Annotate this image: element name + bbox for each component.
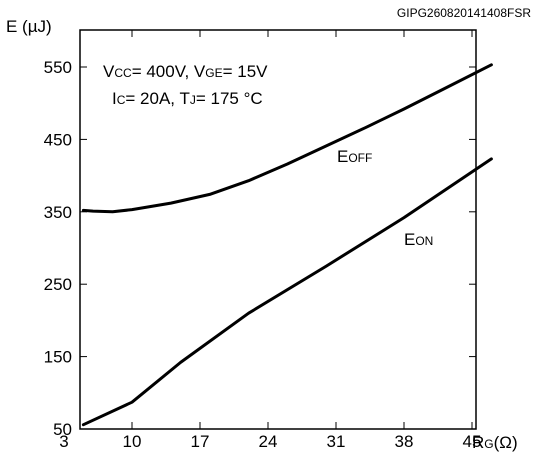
series-lines (81, 63, 493, 427)
series-label-eon-main: E (404, 230, 415, 249)
y-tick-label: 50 (53, 420, 72, 439)
condition-text: = 175 °C (196, 89, 263, 108)
plot-frame (79, 29, 477, 430)
series-line-eoff (81, 63, 493, 214)
x-tick-label: 45 (463, 432, 482, 451)
x-tick-label: 17 (191, 432, 210, 451)
condition-text: I (112, 89, 117, 108)
x-axis-label: RG(Ω) (472, 433, 518, 452)
series-line-eon (81, 157, 493, 427)
x-axis-label-unit: (Ω) (494, 433, 518, 452)
y-axis-label: E (µJ) (6, 17, 52, 36)
condition-text: = 400V, V (132, 62, 206, 81)
series-label-eon: EON (404, 230, 433, 249)
condition-text: CC (114, 66, 132, 80)
series-label-eoff-sub: OFF (348, 151, 372, 165)
x-tick-label: 31 (327, 432, 346, 451)
condition-text: = 20A, T (125, 89, 189, 108)
condition-text: GE (205, 66, 222, 80)
x-tick-label: 38 (395, 432, 414, 451)
y-tick-label: 350 (44, 203, 72, 222)
x-tick-label: 3 (59, 432, 68, 451)
series-label-eoff-main: E (337, 147, 348, 166)
x-tick-label: 24 (259, 432, 278, 451)
condition-text: C (117, 93, 126, 107)
x-axis-label-sub: G (484, 437, 493, 451)
conditions-line-1: VCC= 400V, VGE= 15V (103, 62, 268, 81)
y-tick-label: 550 (44, 58, 72, 77)
series-label-eoff: EOFF (337, 147, 372, 166)
x-axis-ticks: 3 10 17 24 31 38 45 (59, 30, 481, 451)
y-tick-label: 250 (44, 275, 72, 294)
condition-text: V (103, 62, 115, 81)
y-tick-label: 150 (44, 348, 72, 367)
document-code: GIPG260820141408FSR (396, 6, 531, 20)
series-label-eon-sub: ON (415, 234, 433, 248)
x-tick-label: 10 (123, 432, 142, 451)
x-axis-label-main: R (472, 433, 484, 452)
condition-text: J (190, 93, 196, 107)
y-tick-label: 450 (44, 130, 72, 149)
conditions-line-2: IC= 20A, TJ= 175 °C (112, 89, 263, 108)
condition-text: = 15V (223, 62, 269, 81)
